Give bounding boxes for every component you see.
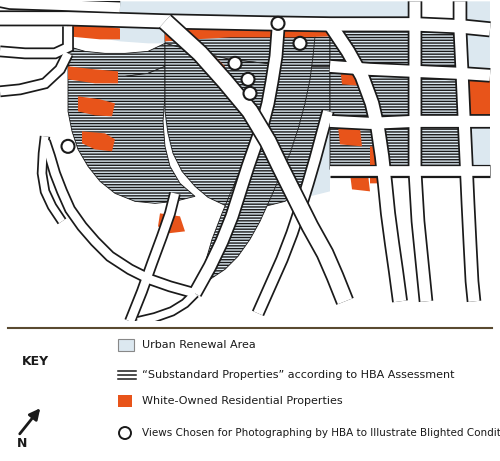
Polygon shape [68, 25, 165, 77]
Polygon shape [165, 24, 330, 41]
Text: White-Owned Residential Properties: White-Owned Residential Properties [142, 396, 342, 406]
Circle shape [272, 17, 284, 30]
Polygon shape [460, 73, 490, 126]
Polygon shape [338, 126, 362, 146]
Polygon shape [415, 73, 460, 121]
Polygon shape [330, 119, 415, 171]
Circle shape [228, 57, 241, 70]
Polygon shape [68, 66, 195, 203]
Circle shape [62, 140, 74, 153]
Polygon shape [0, 1, 500, 321]
Polygon shape [198, 53, 225, 77]
Polygon shape [340, 66, 368, 86]
Polygon shape [460, 121, 470, 160]
Bar [118, 395, 132, 407]
Polygon shape [460, 1, 490, 31]
Polygon shape [158, 213, 185, 233]
Polygon shape [370, 146, 378, 183]
Polygon shape [415, 1, 490, 173]
Circle shape [119, 427, 131, 439]
Polygon shape [68, 66, 118, 83]
Polygon shape [350, 173, 370, 191]
Polygon shape [330, 26, 415, 121]
Polygon shape [163, 30, 330, 203]
Text: “Substandard Properties” according to HBA Assessment: “Substandard Properties” according to HB… [142, 370, 454, 380]
Polygon shape [200, 24, 315, 286]
Text: KEY: KEY [22, 355, 49, 367]
Text: Views Chosen for Photographing by HBA to Illustrate Blighted Conditions: Views Chosen for Photographing by HBA to… [142, 428, 500, 438]
Polygon shape [68, 1, 415, 43]
Circle shape [242, 73, 254, 86]
Text: Urban Renewal Area: Urban Renewal Area [142, 340, 256, 350]
Text: N: N [17, 437, 27, 450]
Polygon shape [68, 25, 120, 39]
Bar [118, 339, 134, 351]
Polygon shape [165, 43, 330, 207]
Polygon shape [82, 131, 115, 151]
Polygon shape [415, 26, 460, 73]
Polygon shape [415, 121, 460, 171]
Circle shape [294, 37, 306, 50]
Polygon shape [165, 24, 330, 66]
Polygon shape [78, 96, 115, 116]
Circle shape [244, 87, 256, 100]
